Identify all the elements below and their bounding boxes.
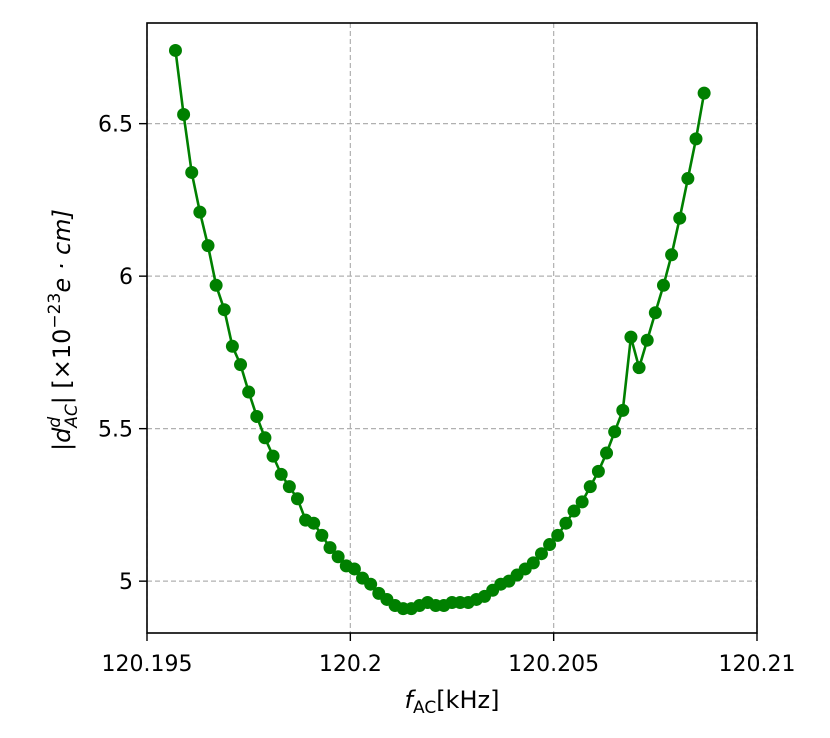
data-point xyxy=(177,108,191,121)
y-tick-label: 5 xyxy=(119,570,133,595)
data-point xyxy=(250,409,264,423)
x-axis-label-unit: [kHz] xyxy=(436,686,499,714)
data-point xyxy=(575,495,589,509)
data-point xyxy=(323,541,337,555)
y-axis-label-d: d xyxy=(48,427,76,443)
y-axis-label: |ddAC| [×10−23e · cm] xyxy=(45,209,82,451)
data-point xyxy=(242,385,256,399)
series-group xyxy=(168,43,711,616)
data-point xyxy=(648,306,662,320)
data-point xyxy=(347,562,361,576)
y-tick-label: 6 xyxy=(119,265,133,290)
data-point xyxy=(168,43,182,57)
plot-frame xyxy=(146,22,758,634)
data-point xyxy=(234,358,248,372)
data-point xyxy=(315,528,329,542)
data-point xyxy=(526,556,540,570)
data-point xyxy=(673,211,687,225)
x-tick-label: 120.21 xyxy=(719,652,796,677)
data-point xyxy=(274,467,288,481)
y-axis-label-exp: −23 xyxy=(45,293,65,329)
data-point xyxy=(600,446,614,460)
x-axis-label-sub: AC xyxy=(413,698,436,718)
data-point xyxy=(193,205,207,219)
x-axis-ticks: 120.195 120.2 120.205 120.21 xyxy=(102,633,796,677)
data-point xyxy=(559,516,573,530)
data-point xyxy=(307,516,321,530)
data-point xyxy=(266,449,280,463)
data-point xyxy=(217,303,231,317)
x-tick-label: 120.195 xyxy=(102,652,193,677)
y-tick-label: 5.5 xyxy=(98,418,133,443)
series-line xyxy=(174,50,706,610)
data-point xyxy=(225,339,239,353)
data-point xyxy=(681,172,695,186)
data-point xyxy=(551,528,565,542)
grid-lines xyxy=(146,23,758,633)
data-point xyxy=(209,278,223,292)
data-point xyxy=(591,464,605,478)
data-point xyxy=(282,480,296,494)
data-point xyxy=(656,278,670,292)
data-point xyxy=(640,333,654,347)
data-point xyxy=(185,165,199,179)
data-point xyxy=(697,86,711,100)
y-axis-ticks: 5 5.5 6 6.5 xyxy=(98,113,147,595)
data-point xyxy=(290,492,304,506)
data-point xyxy=(331,550,345,564)
data-point xyxy=(567,504,581,518)
data-point xyxy=(201,239,215,253)
y-axis-label-sub: AC xyxy=(62,404,82,429)
data-point xyxy=(543,538,557,552)
y-axis-label-unit: e · cm] xyxy=(48,209,76,293)
x-tick-label: 120.205 xyxy=(508,652,599,677)
y-axis-label-prefix: | xyxy=(48,443,76,451)
data-point xyxy=(632,361,646,375)
y-axis-label-sup: d xyxy=(45,417,65,428)
data-point xyxy=(624,330,638,344)
data-point xyxy=(364,577,378,591)
data-point xyxy=(583,480,597,494)
data-point xyxy=(534,547,548,561)
y-tick-label: 6.5 xyxy=(98,113,133,138)
data-point xyxy=(608,425,622,439)
x-tick-label: 120.2 xyxy=(319,652,382,677)
data-point xyxy=(258,431,272,445)
x-axis-label: fAC[kHz] xyxy=(405,686,500,718)
data-point xyxy=(665,248,679,262)
data-point xyxy=(689,132,703,146)
y-axis-label-suffix: | [×10 xyxy=(48,329,76,405)
data-point xyxy=(616,403,630,417)
